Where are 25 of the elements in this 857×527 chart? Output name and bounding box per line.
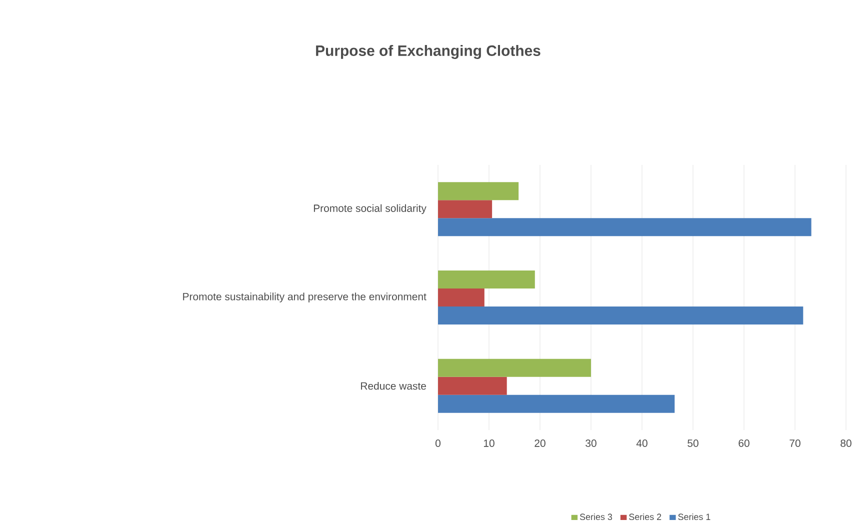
bar (438, 306, 804, 324)
bar (438, 182, 519, 200)
x-tick-label: 20 (534, 440, 546, 447)
x-tick-label: 80 (840, 440, 852, 447)
x-tick-label: 50 (688, 440, 698, 447)
bar (438, 270, 535, 288)
bar (438, 200, 492, 218)
bar (438, 288, 484, 306)
x-tick-label: 40 (636, 440, 648, 447)
bar (438, 358, 591, 377)
y-tick-label: Reduce waste (361, 382, 426, 390)
legend-label: Series 3 (580, 513, 612, 520)
chart-title: Purpose of Exchanging Clothes (316, 44, 540, 59)
bar (438, 376, 507, 395)
legend-label: Series 1 (678, 513, 710, 520)
y-tick-label: Promote sustainability and preserve the environment (183, 292, 426, 302)
legend-label: Series 2 (629, 513, 662, 520)
x-tick-label: 70 (790, 440, 800, 447)
bar (438, 218, 812, 236)
x-tick-label: 10 (484, 440, 494, 447)
x-tick-label: 0 (436, 440, 440, 447)
x-tick-label: 60 (738, 440, 750, 447)
bar (438, 394, 675, 413)
x-tick-label: 30 (586, 440, 596, 447)
y-tick-label: Promote social solidarity (314, 204, 426, 214)
